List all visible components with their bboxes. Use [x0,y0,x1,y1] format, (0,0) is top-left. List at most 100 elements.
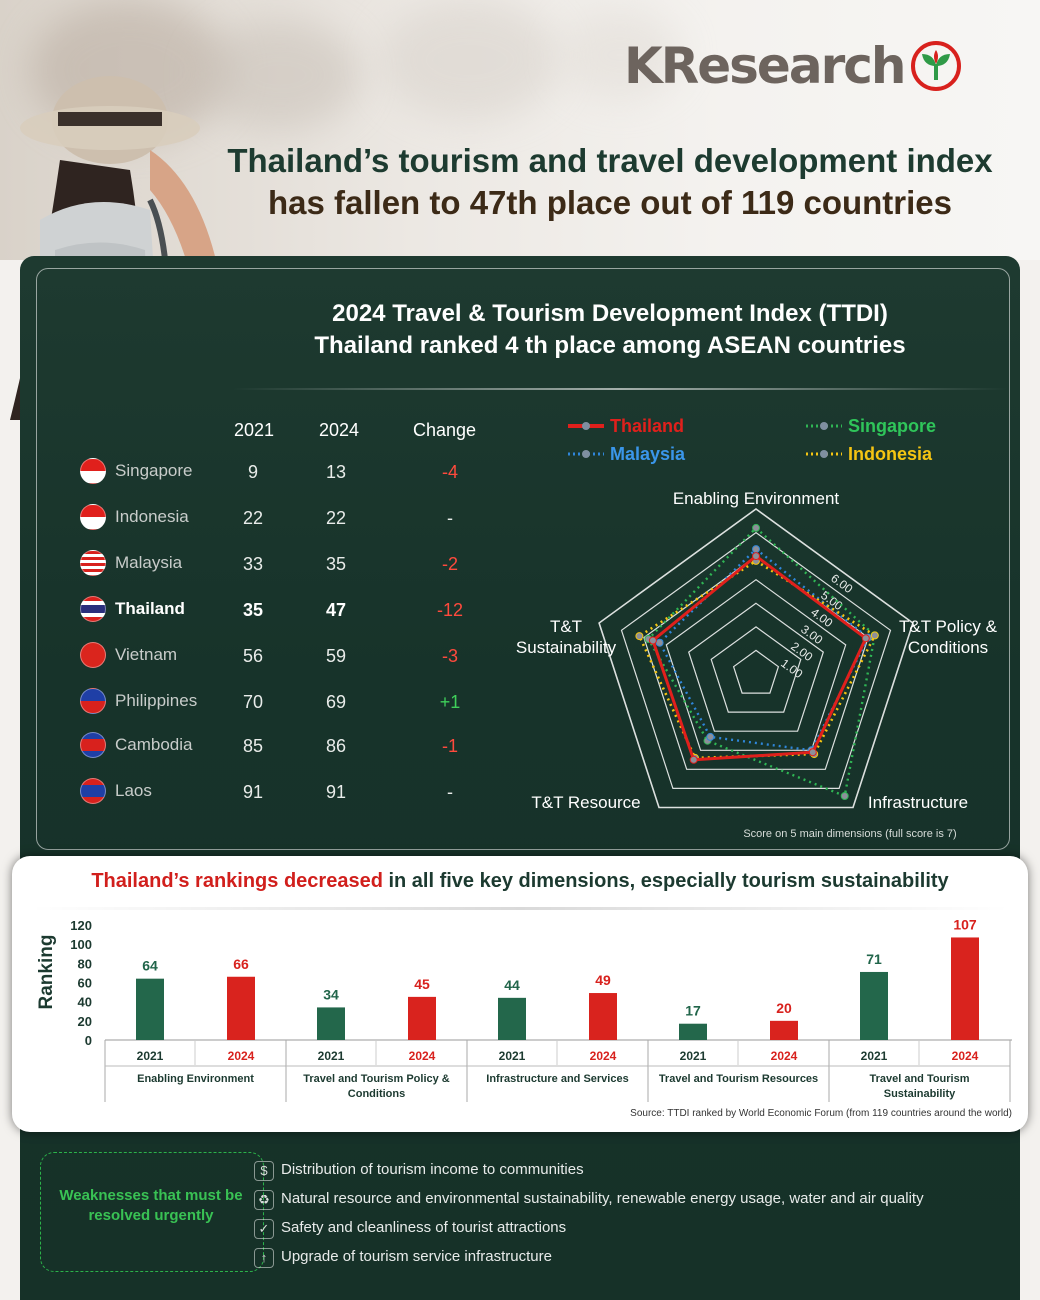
y-tick-label: 60 [78,976,92,991]
headline: Thailand’s tourism and travel developmen… [200,140,1020,224]
rank-2024: 59 [325,646,347,666]
country-name: Philippines [115,691,198,710]
shield-icon: ✓ [254,1219,274,1239]
radar-point [706,732,715,741]
country-name: Singapore [115,461,193,480]
header-2021: 2021 [234,420,275,440]
year-label: 2024 [771,1049,798,1063]
flag-icon [80,458,106,484]
radar-series-thailand [651,554,868,762]
source-note: Source: TTDI ranked by World Economic Fo… [630,1108,1012,1119]
headline-line-1: Thailand’s tourism and travel developmen… [227,142,993,179]
bar-value-label: 71 [866,951,882,967]
year-label: 2024 [590,1049,617,1063]
radar-point [752,552,760,561]
legend-singapore-swatch [806,422,842,430]
bar-value-label: 34 [323,986,339,1002]
country-name: Indonesia [115,507,189,526]
rank-2021: 9 [247,462,258,482]
table-row: Thailand 35 47 -12 [76,592,496,628]
bar [408,996,436,1040]
bar-chart: 0 20 40 60 80 100 120 Ranking 64 2021 66 2024 Enabli… [36,916,1012,1102]
radar-axis-label: T&T Sustainability [516,617,617,657]
radar-grid-ring [732,649,780,694]
table-row: Indonesia 22 22 - [76,500,496,536]
rank-2024: 22 [325,508,347,528]
bar-value-label: 44 [504,977,520,993]
rank-change: +1 [439,692,461,712]
radar-note: Score on 5 main dimensions (full score i… [743,828,957,840]
rank-2024: 13 [325,462,347,482]
flag-icon [80,642,106,668]
bar-chart-panel [12,856,1028,1132]
table-row: Malaysia 33 35 -2 [76,546,496,582]
rank-change: -1 [441,736,458,756]
rank-change: - [447,508,453,528]
weakness-text: Safety and cleanliness of tourist attrac… [281,1219,567,1236]
category-label: Travel and Tourism Policy & Conditions [303,1073,450,1100]
flag-icon [80,596,106,622]
radar-series-malaysia [658,547,870,752]
country-name: Cambodia [115,735,193,754]
y-tick-label: 100 [70,937,92,952]
coins-icon: $ [254,1161,274,1181]
weakness-text: Upgrade of tourism service infrastructur… [281,1248,552,1265]
bar-title-rest: in all five key dimensions, especially t… [382,870,949,892]
ttdi-title-line-2: Thailand ranked 4 th place among ASEAN c… [314,332,906,359]
y-axis-label: Ranking [36,935,57,1010]
bar [227,976,255,1040]
rank-change: -2 [441,554,458,574]
table-row: Cambodia 85 86 -1 [76,728,496,764]
weaknesses-box [40,1152,264,1272]
rank-2021: 33 [242,554,264,574]
radar-point [648,636,657,645]
country-name: Laos [115,781,152,800]
radar-point [655,638,664,647]
country-name: Vietnam [115,645,178,664]
bar [951,937,979,1040]
table-row: Vietnam 56 59 -3 [76,638,496,674]
weakness-item: ✓ Safety and cleanliness of tourist attra… [254,1217,1014,1239]
headline-line-2: has fallen to 47th place out of 119 coun… [267,184,952,221]
bar-value-label: 17 [685,1003,701,1019]
rank-change: -4 [441,462,458,482]
bar-title-red: Thailand’s rankings decreased [91,870,383,892]
radar-grid-ring [620,531,892,789]
weakness-text: Natural resource and environmental susta… [281,1190,924,1207]
rank-change: -12 [436,600,463,620]
rank-2021: 70 [242,692,264,712]
year-label: 2024 [409,1049,436,1063]
divider [232,388,1008,390]
radar-point [752,523,760,532]
year-label: 2024 [228,1049,255,1063]
table-row: Singapore 9 13 -4 [76,454,496,490]
rank-2021: 91 [242,782,264,802]
legend-indonesia-swatch [806,450,842,458]
legend-malaysia-swatch [568,450,604,458]
radar-point [635,632,644,641]
bar-value-label: 20 [776,1000,792,1016]
bar-value-label: 49 [595,972,611,988]
y-tick-label: 120 [70,918,92,933]
legend-thailand-swatch [568,422,604,430]
rank-change: - [447,782,453,802]
divider [30,907,1010,910]
ttdi-title: 2024 Travel & Tourism Development Index … [200,298,1020,362]
flag-icon [80,688,106,714]
table-row: Philippines 70 69 +1 [76,684,496,720]
weakness-text: Distribution of tourism income to commun… [281,1161,584,1178]
rank-2021: 22 [242,508,264,528]
year-label: 2021 [680,1049,707,1063]
category-label: Infrastructure and Services [486,1073,628,1085]
rank-2024: 47 [325,600,347,620]
bar-value-label: 64 [142,958,158,974]
radar-axis-label: T&T Resource [531,793,640,812]
radar-grid-ring [598,508,914,809]
y-tick-label: 0 [85,1033,92,1048]
bar [136,978,164,1040]
legend-indonesia: Indonesia [848,444,933,464]
ranking-panel-frame [36,268,1010,850]
flag-icon [80,550,106,576]
radar-grid-ring [665,578,847,751]
upgrade-arrow-icon: ↑ [254,1248,274,1268]
